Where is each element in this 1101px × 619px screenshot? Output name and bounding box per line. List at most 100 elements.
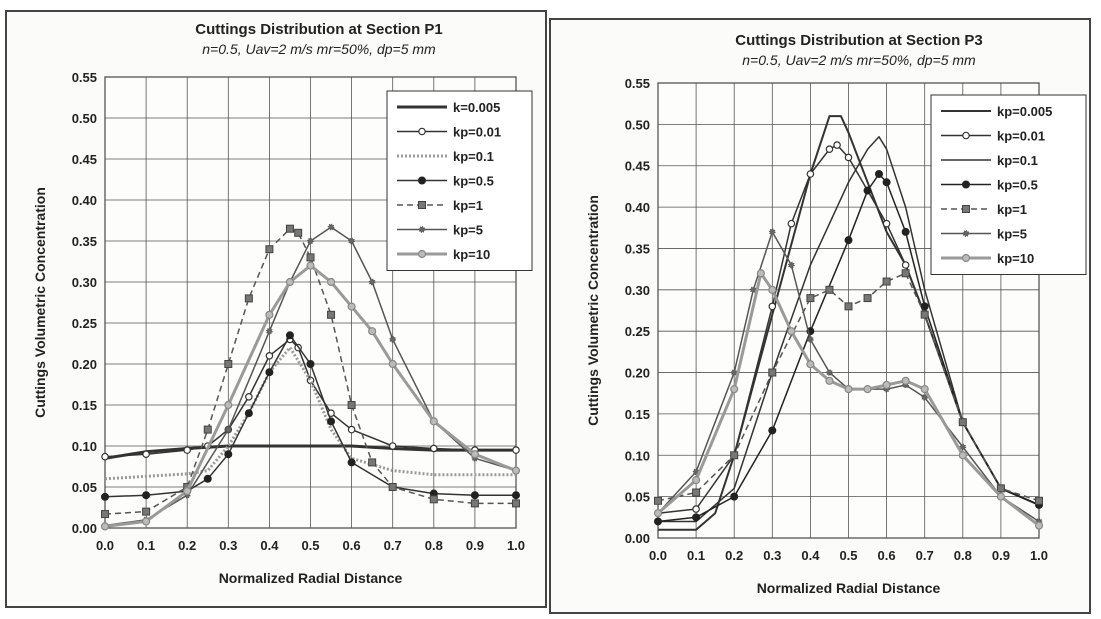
y-tick-label: 0.45 [72,152,97,167]
data-point [920,310,929,319]
data-point [470,450,479,459]
x-tick-label: 0.4 [801,548,820,563]
data-point [806,360,815,369]
y-tick-label: 0.45 [625,159,650,174]
legend-label: kp=0.1 [997,153,1038,168]
series-line [657,271,1040,527]
x-tick-label: 1.0 [1030,548,1048,563]
data-point [203,474,212,483]
data-point [470,499,479,508]
legend-item: kp=1 [941,202,1027,217]
data-point [244,294,253,303]
series-kp=10 [100,261,521,531]
y-tick-label: 0.55 [625,76,650,91]
y-tick-label: 0.30 [72,275,97,290]
data-point [730,369,738,376]
data-point [844,384,853,394]
chart-panel-p3: Cuttings Distribution at Section P3 n=0.5… [549,18,1091,614]
data-point [142,517,151,526]
x-tick-label: 0.8 [425,538,443,553]
legend-item: k=0.005 [397,100,500,115]
data-point [388,483,397,491]
y-tick-label: 0.20 [625,366,650,381]
legend-item: kp=0.01 [941,129,1045,144]
data-point [806,294,815,303]
legend-item: kp=5 [397,223,483,238]
data-point [224,426,232,433]
data-point [920,384,929,394]
data-point [347,401,356,409]
series-line [104,338,516,458]
data-point [183,487,192,496]
x-tick-label: 0.2 [178,538,196,553]
data-point [958,451,967,460]
series-line [104,226,517,527]
data-point [768,368,777,377]
data-point [768,228,776,236]
data-point [844,302,853,311]
data-point [692,505,700,513]
data-point [347,425,356,434]
series-line [657,272,1040,502]
chart-subtitle: n=0.5, Uav=2 m/s mr=50%, dp=5 mm [202,41,436,57]
legend-marker [962,180,970,189]
data-point [844,236,853,245]
data-point [882,277,891,286]
y-tick-label: 0.00 [625,531,650,546]
legend-marker [418,226,426,233]
data-point [142,507,151,516]
data-point [882,219,891,228]
chart-svg-p3: Cuttings Distribution at Section P3 n=0.5… [585,32,1087,596]
legend-marker [417,249,427,259]
data-point [388,359,397,369]
y-axis-label: Cuttings Volumetric Concentration [585,195,601,426]
data-point [101,452,109,461]
data-point [863,384,872,394]
legend-label: kp=10 [453,247,490,262]
data-point [203,425,212,434]
legend-label: kp=1 [453,198,483,213]
legend-label: kp=0.01 [997,129,1045,144]
y-tick-label: 0.35 [625,241,650,256]
series-line [657,173,1040,523]
data-point [244,409,253,418]
y-tick-label: 0.00 [72,521,97,536]
data-point [285,331,294,340]
data-point [826,369,833,376]
data-point [901,269,910,278]
data-point [787,327,796,336]
legend-marker [418,127,426,136]
x-axis-label: Normalized Radial Distance [757,580,941,596]
data-point [294,228,303,237]
legend-marker [962,131,970,140]
data-point [429,444,438,453]
data-point [285,277,295,287]
series-kp=0.1 [104,346,516,481]
legend-label: kp=0.5 [453,174,494,189]
data-point [306,261,315,270]
data-point [326,277,336,287]
y-tick-label: 0.50 [72,111,97,126]
y-tick-label: 0.25 [72,316,97,331]
data-point [511,466,521,475]
data-point [265,368,274,377]
data-point [749,286,757,294]
series-k=0.005 [104,444,516,460]
data-point [654,496,662,505]
data-point [512,499,520,508]
series-line [104,264,517,528]
data-point [1034,521,1044,530]
data-point [285,224,294,233]
x-axis-label: Normalized Radial Distance [219,570,403,586]
x-tick-label: 0.8 [954,548,972,563]
data-point [833,141,841,149]
data-point [1035,496,1043,505]
data-point [368,278,376,286]
data-point [100,522,110,531]
data-point [730,492,739,501]
series-kp=0.5 [654,170,1043,526]
data-point [959,443,967,451]
data-point [429,417,438,426]
y-tick-label: 0.30 [625,283,650,298]
series-line [658,136,1040,523]
